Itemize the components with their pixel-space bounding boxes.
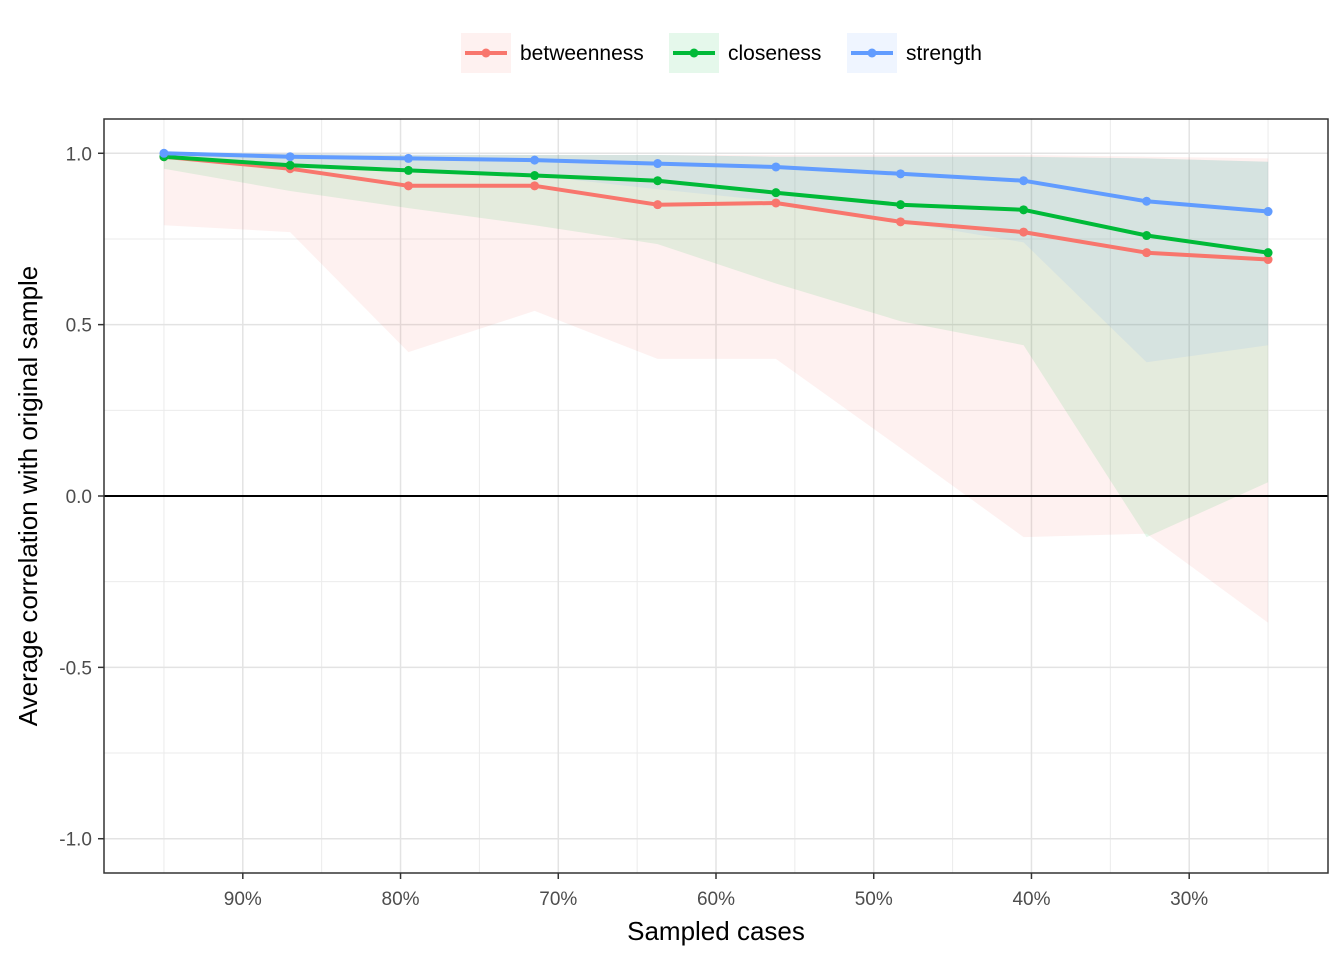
y-tick-label-0: -1.0 — [59, 830, 92, 851]
legend-item-betweenness: betweenness — [461, 33, 644, 73]
legend-point-strength — [867, 48, 877, 58]
x-tick-label-0: 90% — [224, 889, 262, 910]
x-axis: 90% 80% 70% 60% 50% 40% 30% — [224, 873, 1208, 910]
legend-label-strength: strength — [906, 42, 982, 65]
ci-ribbons — [163, 153, 1269, 623]
point-strength-3 — [530, 155, 540, 165]
ribbon-strength — [163, 153, 1269, 363]
line-betweenness — [161, 154, 1271, 262]
x-tick-label-5: 40% — [1012, 889, 1050, 910]
y-axis: -1.0 -0.5 0.0 0.5 1.0 — [59, 144, 104, 851]
point-closeness-2 — [403, 165, 413, 175]
point-closeness-8 — [1142, 231, 1152, 241]
point-strength-0 — [159, 148, 169, 158]
y-tick-label-3: 0.5 — [66, 316, 92, 337]
legend-item-closeness: closeness — [669, 33, 821, 73]
point-strength-7 — [1019, 176, 1029, 186]
line-strength — [161, 151, 1271, 214]
y-axis-title: Average correlation with original sample — [13, 266, 43, 727]
point-betweenness-5 — [771, 198, 781, 208]
x-axis-title: Sampled cases — [627, 916, 805, 946]
line-closeness — [161, 154, 1271, 255]
x-tick-label-3: 60% — [697, 889, 735, 910]
point-strength-8 — [1142, 196, 1152, 206]
legend-point-closeness — [689, 48, 699, 58]
x-tick-label-1: 80% — [382, 889, 420, 910]
point-strength-4 — [653, 159, 663, 169]
x-tick-label-4: 50% — [855, 889, 893, 910]
ribbon-closeness — [163, 153, 1269, 538]
x-tick-label-6: 30% — [1170, 889, 1208, 910]
series-points — [159, 148, 1273, 265]
point-closeness-3 — [530, 171, 540, 181]
x-tick-label-2: 70% — [539, 889, 577, 910]
legend-item-strength: strength — [847, 33, 982, 73]
y-tick-label-1: -0.5 — [59, 658, 92, 679]
legend-point-betweenness — [481, 48, 491, 58]
point-closeness-4 — [653, 176, 663, 186]
legend: betweenness closeness strength — [461, 33, 982, 73]
point-closeness-1 — [285, 160, 295, 170]
point-closeness-5 — [771, 188, 781, 198]
point-closeness-7 — [1019, 205, 1029, 215]
point-betweenness-6 — [896, 217, 906, 227]
point-betweenness-4 — [653, 200, 663, 210]
point-strength-1 — [285, 152, 295, 162]
point-strength-9 — [1263, 207, 1273, 217]
y-tick-label-4: 1.0 — [66, 144, 92, 165]
point-betweenness-2 — [403, 181, 413, 191]
legend-label-betweenness: betweenness — [520, 42, 644, 65]
point-strength-6 — [896, 169, 906, 179]
point-strength-5 — [771, 162, 781, 172]
legend-label-closeness: closeness — [728, 42, 821, 65]
ribbon-betweenness — [163, 153, 1269, 623]
point-closeness-9 — [1263, 248, 1273, 258]
point-closeness-6 — [896, 200, 906, 210]
series-lines — [161, 151, 1271, 262]
point-betweenness-7 — [1019, 227, 1029, 237]
point-betweenness-9 — [1263, 255, 1273, 265]
point-betweenness-8 — [1142, 248, 1152, 258]
y-tick-label-2: 0.0 — [66, 487, 92, 508]
point-betweenness-3 — [530, 181, 540, 191]
point-strength-2 — [403, 153, 413, 163]
